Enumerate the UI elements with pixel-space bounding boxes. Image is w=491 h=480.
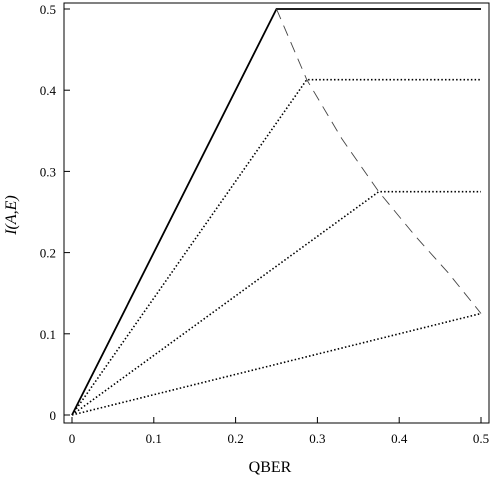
- series-layer: [71, 8, 482, 416]
- x-tick-label: 0.2: [227, 431, 243, 446]
- y-tick-label: 0.5: [40, 2, 56, 17]
- x-axis-title: QBER: [249, 459, 292, 476]
- y-tick-label: 0.4: [40, 83, 57, 98]
- x-ticks: 0 0.1 0.2 0.3 0.4 0.5: [69, 417, 489, 446]
- y-tick-label: 0.1: [40, 327, 56, 342]
- y-ticks: 0 0.1 0.2 0.3 0.4 0.5: [40, 2, 70, 423]
- series-line-5-dashed: [276, 8, 482, 314]
- x-tick-label: 0.3: [309, 431, 325, 446]
- x-tick-label: 0.5: [473, 431, 489, 446]
- x-tick-label: 0.4: [391, 431, 408, 446]
- plot-frame: [63, 2, 490, 424]
- series-line-3-dotted: [71, 190, 481, 416]
- x-tick-label: 0.1: [146, 431, 162, 446]
- y-tick-label: 0.3: [40, 164, 56, 179]
- y-tick-label: 0: [50, 408, 57, 423]
- y-tick-label: 0.2: [40, 246, 56, 261]
- y-axis-title: I(A,E): [3, 195, 20, 236]
- series-line-1-solid: [71, 8, 481, 416]
- series-line-4-dotted: [71, 312, 482, 416]
- x-tick-label: 0: [69, 431, 76, 446]
- series-line-2-dotted: [71, 78, 481, 416]
